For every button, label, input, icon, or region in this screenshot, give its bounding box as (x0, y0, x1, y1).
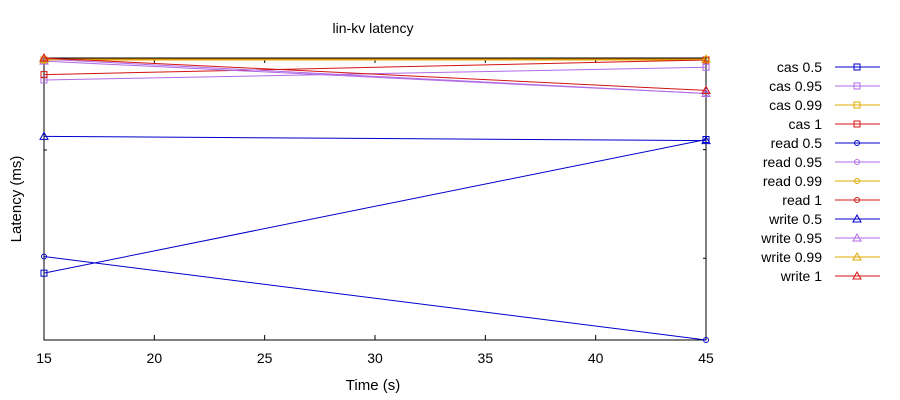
legend-label: cas 1 (789, 116, 823, 132)
series-write-0-99 (39, 54, 711, 63)
legend-label: write 0.95 (760, 230, 822, 246)
series-line (43, 57, 707, 91)
legend-label: cas 0.99 (769, 97, 822, 113)
data-point (701, 54, 711, 63)
x-tick-label: 15 (36, 350, 52, 366)
legend-entry: read 1 (782, 192, 880, 208)
legend-marker (854, 140, 860, 146)
data-point (702, 63, 710, 71)
legend-marker (853, 101, 861, 109)
chart-title: lin-kv latency (333, 20, 414, 36)
legend-marker (854, 197, 860, 203)
chart-legend: cas 0.5 cas 0.95 cas 0.99 cas 1 read 0.5 read… (760, 59, 880, 284)
legend-entry: cas 0.95 (769, 78, 880, 94)
series-line (43, 256, 707, 341)
x-tick-label: 35 (478, 350, 494, 366)
data-point (40, 269, 48, 277)
data-point (701, 85, 711, 94)
data-point (703, 337, 709, 343)
legend-entry: cas 0.5 (777, 59, 880, 75)
series-read-0-5 (41, 253, 709, 343)
data-point (41, 253, 47, 260)
legend-entry: write 0.95 (760, 230, 880, 246)
legend-label: read 0.95 (763, 154, 822, 170)
legend-marker (854, 178, 860, 184)
legend-entry: cas 0.99 (769, 97, 880, 113)
legend-label: read 0.99 (763, 173, 822, 189)
x-tick-label: 30 (367, 350, 383, 366)
legend-entry: read 0.95 (763, 154, 880, 170)
data-point (39, 131, 49, 140)
x-tick-label: 25 (257, 350, 273, 366)
legend-marker (853, 120, 861, 128)
legend-label: write 1 (780, 268, 822, 284)
legend-label: cas 0.95 (769, 78, 822, 94)
legend-marker (852, 270, 862, 280)
y-axis-label: Latency (ms) (8, 156, 25, 243)
x-tick-label: 40 (588, 350, 604, 366)
series-write-0-5 (39, 131, 711, 145)
legend-marker (854, 159, 860, 165)
legend-label: write 0.99 (760, 249, 822, 265)
legend-label: write 0.5 (768, 211, 822, 227)
legend-label: read 1 (782, 192, 822, 208)
legend-entry: read 0.5 (771, 135, 880, 151)
legend-marker (853, 63, 861, 71)
legend-marker (852, 232, 862, 242)
series-line (43, 66, 707, 81)
x-tick-label: 20 (147, 350, 163, 366)
legend-entry: write 0.5 (768, 211, 880, 227)
series-cas-0-95 (40, 63, 710, 84)
data-point (40, 76, 48, 84)
series-line (43, 135, 707, 142)
legend-marker (852, 213, 862, 223)
legend-entry: cas 1 (789, 116, 880, 132)
legend-label: read 0.5 (771, 135, 823, 151)
series-line (43, 60, 707, 95)
legend-label: cas 0.5 (777, 59, 822, 75)
x-tick-label: 45 (698, 350, 714, 366)
series-write-1 (39, 52, 711, 94)
plot-area: 15 20 25 30 35 40 45 (36, 52, 714, 366)
legend-marker (853, 82, 861, 90)
series-line (43, 59, 707, 76)
data-point (40, 71, 48, 79)
legend-marker (852, 251, 862, 261)
plot-frame (43, 57, 707, 341)
series-line (43, 139, 707, 274)
series-cas-0-5 (40, 135, 710, 277)
legend-entry: write 0.99 (760, 249, 880, 265)
x-axis-label: Time (s) (346, 377, 400, 394)
legend-entry: write 1 (780, 268, 880, 284)
data-point (701, 135, 711, 145)
data-point (39, 52, 49, 62)
data-point (39, 54, 49, 63)
legend-entry: read 0.99 (763, 173, 880, 189)
